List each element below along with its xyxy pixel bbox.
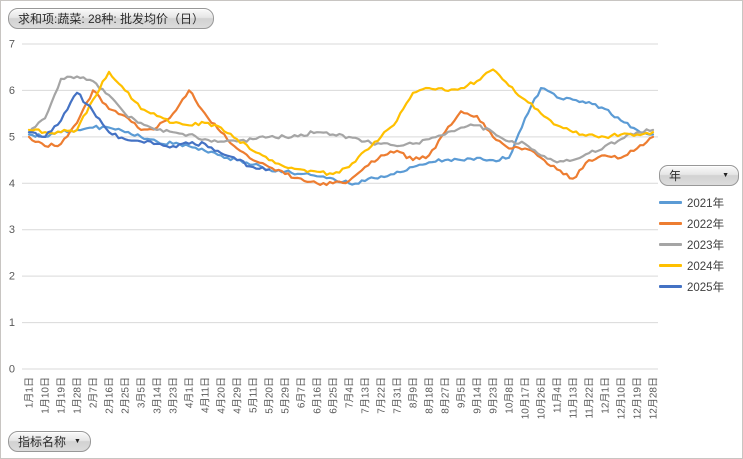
legend-line-swatch	[659, 285, 682, 288]
series-line-2024年[interactable]	[27, 68, 655, 176]
x-axis-label: 2月7日	[88, 377, 100, 408]
x-axis-label: 5月20日	[264, 377, 276, 414]
legend-label: 2022年	[687, 218, 725, 231]
series-line-2023年[interactable]	[27, 75, 655, 164]
x-axis-label: 9月5日	[456, 377, 468, 408]
y-axis-label: 0	[9, 364, 15, 376]
legend: 2021年 2022年 2023年 2024年 2025年	[659, 192, 742, 297]
series-line-2025年[interactable]	[27, 91, 271, 172]
y-axis-label: 1	[9, 317, 15, 329]
x-axis-label: 3月14日	[152, 377, 164, 414]
x-axis-label: 2月16日	[104, 377, 116, 414]
x-axis-label: 12月28日	[648, 377, 660, 419]
legend-item-2025[interactable]: 2025年	[659, 276, 742, 297]
x-axis-label: 12月1日	[600, 377, 612, 414]
x-axis-label: 7月13日	[360, 377, 372, 414]
x-axis-label: 5月29日	[280, 377, 292, 414]
x-axis-label: 4月1日	[184, 377, 196, 408]
legend-item-2022[interactable]: 2022年	[659, 213, 742, 234]
x-axis-label: 9月14日	[472, 377, 484, 414]
x-axis-label: 8月18日	[424, 377, 436, 414]
y-axis-label: 2	[9, 271, 15, 283]
y-axis-label: 5	[9, 131, 15, 143]
x-axis-label: 10月17日	[520, 377, 532, 419]
x-axis-label: 1月19日	[56, 377, 68, 414]
x-axis-label: 10月8日	[504, 377, 516, 414]
legend-field-button[interactable]: 年 ▼	[659, 165, 739, 186]
x-axis-label: 12月19日	[632, 377, 644, 419]
x-axis-label: 11月13日	[568, 377, 580, 419]
x-axis-label: 7月4日	[344, 377, 356, 408]
x-axis-label: 1月28日	[72, 377, 84, 414]
legend-label: 2025年	[687, 281, 725, 294]
x-axis-label: 8月9日	[408, 377, 420, 408]
x-axis-label: 10月26日	[536, 377, 548, 419]
x-axis-label: 6月25日	[328, 377, 340, 414]
x-axis-label: 6月16日	[312, 377, 324, 414]
y-axis-label: 4	[9, 178, 15, 190]
x-axis-label: 12月10日	[616, 377, 628, 419]
legend-line-swatch	[659, 201, 682, 204]
x-axis-label: 7月31日	[392, 377, 404, 414]
legend-label: 2021年	[687, 197, 725, 210]
x-axis-label: 4月29日	[232, 377, 244, 414]
legend-line-swatch	[659, 264, 682, 267]
x-axis-label: 7月22日	[376, 377, 388, 414]
y-axis-label: 7	[9, 39, 15, 51]
x-axis-label: 11月22日	[584, 377, 596, 419]
axis-field-label: 指标名称	[18, 435, 67, 449]
legend-label: 2023年	[687, 239, 725, 252]
y-axis-label: 6	[9, 85, 15, 97]
x-axis-label: 3月23日	[168, 377, 180, 414]
x-axis-label: 5月11日	[248, 377, 260, 413]
legend-item-2023[interactable]: 2023年	[659, 234, 742, 255]
legend-line-swatch	[659, 243, 682, 246]
x-axis-label: 6月7日	[296, 377, 308, 408]
legend-label: 2024年	[687, 260, 725, 273]
axis-field-button[interactable]: 指标名称 ▼	[8, 431, 91, 452]
x-axis-label: 9月23日	[488, 377, 500, 414]
x-axis-label: 11月4日	[552, 377, 564, 413]
legend-item-2024[interactable]: 2024年	[659, 255, 742, 276]
legend-item-2021[interactable]: 2021年	[659, 192, 742, 213]
x-axis-label: 1月1日	[24, 377, 36, 408]
x-axis-label: 1月10日	[40, 377, 52, 414]
series-line-2022年[interactable]	[27, 89, 655, 187]
value-field-button[interactable]: 求和项:蔬菜: 28种: 批发均价（日）	[8, 8, 215, 29]
value-field-label: 求和项:蔬菜: 28种: 批发均价（日）	[18, 12, 205, 26]
x-axis-label: 2月25日	[120, 377, 132, 414]
chevron-down-icon: ▼	[722, 172, 729, 179]
legend-field-label: 年	[669, 169, 682, 183]
x-axis-label: 8月27日	[440, 377, 452, 414]
x-axis-label: 4月20日	[216, 377, 228, 414]
y-axis-label: 3	[9, 224, 15, 236]
legend-line-swatch	[659, 222, 682, 225]
x-axis-label: 4月11日	[200, 377, 212, 413]
x-axis-label: 3月5日	[136, 377, 148, 408]
chevron-down-icon: ▼	[74, 438, 81, 445]
